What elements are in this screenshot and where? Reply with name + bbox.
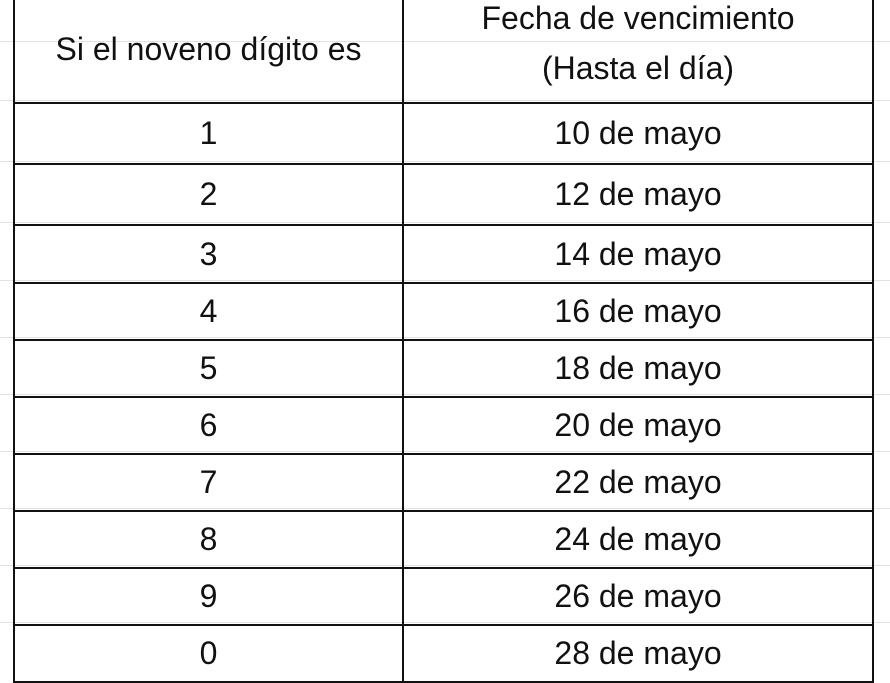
digit-cell[interactable]: 3 bbox=[13, 224, 404, 284]
date-cell[interactable]: 22 de mayo bbox=[402, 453, 874, 512]
digit-cell[interactable]: 8 bbox=[13, 510, 404, 569]
date-cell[interactable]: 18 de mayo bbox=[402, 339, 874, 398]
table-row: 4 16 de mayo bbox=[13, 282, 874, 341]
digit-cell[interactable]: 2 bbox=[13, 163, 404, 226]
header-date-sublabel: (Hasta el día) bbox=[541, 50, 735, 86]
digit-cell[interactable]: 6 bbox=[13, 396, 404, 455]
header-date-label: Fecha de vencimiento bbox=[481, 0, 795, 36]
digit-cell[interactable]: 1 bbox=[13, 102, 404, 165]
date-cell[interactable]: 24 de mayo bbox=[402, 510, 874, 569]
due-date-table: Si el noveno dígito es Fecha de vencimie… bbox=[13, 0, 874, 683]
table-row: 6 20 de mayo bbox=[13, 396, 874, 455]
date-cell[interactable]: 28 de mayo bbox=[402, 624, 874, 683]
digit-cell[interactable]: 5 bbox=[13, 339, 404, 398]
date-cell[interactable]: 10 de mayo bbox=[402, 102, 874, 165]
date-cell[interactable]: 14 de mayo bbox=[402, 224, 874, 284]
table-row: 8 24 de mayo bbox=[13, 510, 874, 569]
table-row: 3 14 de mayo bbox=[13, 224, 874, 284]
table-row: 0 28 de mayo bbox=[13, 624, 874, 683]
table-row: 2 12 de mayo bbox=[13, 163, 874, 226]
digit-cell[interactable]: 9 bbox=[13, 567, 404, 626]
date-cell[interactable]: 20 de mayo bbox=[402, 396, 874, 455]
table-row: 9 26 de mayo bbox=[13, 567, 874, 626]
date-cell[interactable]: 16 de mayo bbox=[402, 282, 874, 341]
header-date[interactable]: Fecha de vencimiento (Hasta el día) bbox=[402, 0, 874, 104]
table-row: 5 18 de mayo bbox=[13, 339, 874, 398]
digit-cell[interactable]: 7 bbox=[13, 453, 404, 512]
header-digit-label: Si el noveno dígito es bbox=[55, 31, 362, 67]
table-row: 7 22 de mayo bbox=[13, 453, 874, 512]
header-row: Si el noveno dígito es Fecha de vencimie… bbox=[13, 0, 874, 104]
table-row: 1 10 de mayo bbox=[13, 102, 874, 165]
digit-cell[interactable]: 0 bbox=[13, 624, 404, 683]
date-cell[interactable]: 12 de mayo bbox=[402, 163, 874, 226]
digit-cell[interactable]: 4 bbox=[13, 282, 404, 341]
header-digit[interactable]: Si el noveno dígito es bbox=[13, 0, 404, 104]
date-cell[interactable]: 26 de mayo bbox=[402, 567, 874, 626]
